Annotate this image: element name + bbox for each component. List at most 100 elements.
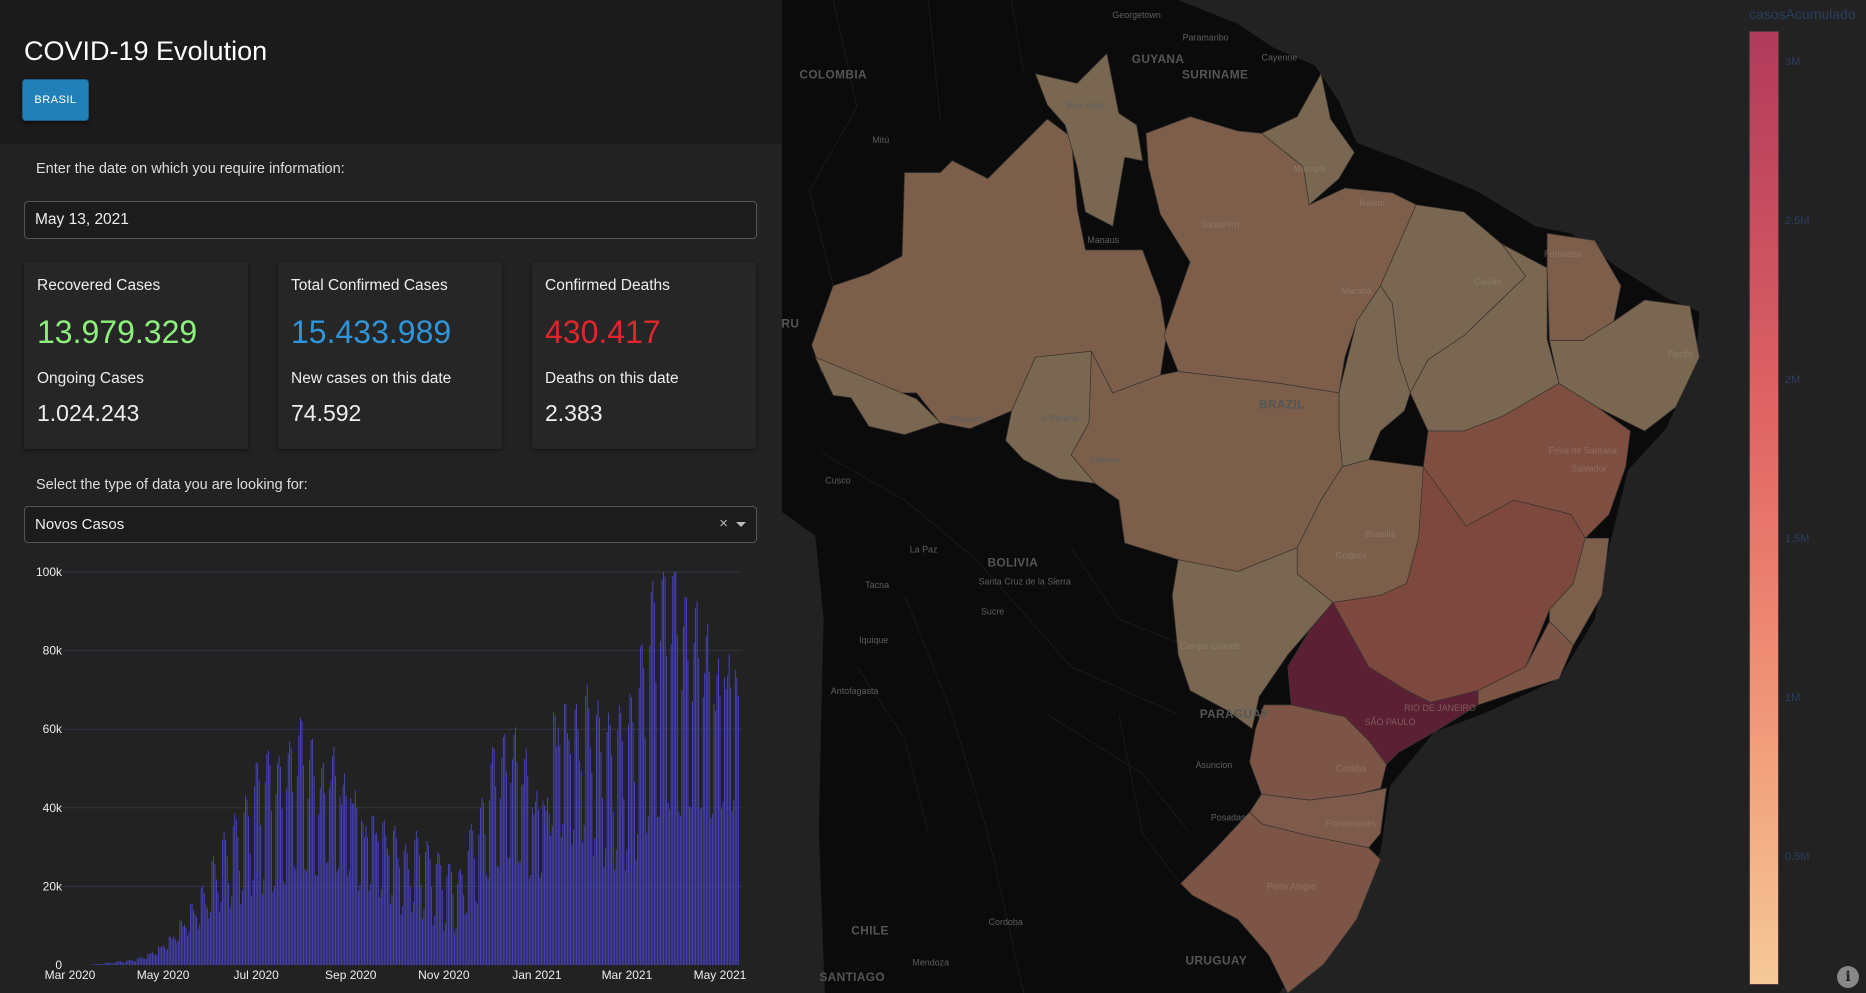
bar[interactable] <box>301 721 303 965</box>
bar[interactable] <box>679 815 681 965</box>
bar[interactable] <box>101 964 103 965</box>
bar[interactable] <box>306 870 307 965</box>
bar[interactable] <box>231 895 233 965</box>
bar[interactable] <box>599 717 600 965</box>
bar[interactable] <box>570 753 571 965</box>
bar[interactable] <box>98 963 100 965</box>
bar[interactable] <box>574 709 576 965</box>
bar[interactable] <box>493 748 495 965</box>
bar[interactable] <box>191 903 193 965</box>
bar[interactable] <box>693 642 695 965</box>
bar[interactable] <box>263 879 265 965</box>
bar[interactable] <box>666 655 668 965</box>
bar[interactable] <box>373 816 375 965</box>
bar[interactable] <box>292 791 294 965</box>
bar[interactable] <box>293 866 295 965</box>
bar[interactable] <box>309 759 311 965</box>
bar[interactable] <box>147 954 149 965</box>
bar[interactable] <box>296 776 298 965</box>
bar[interactable] <box>136 958 138 965</box>
bar[interactable] <box>727 675 729 965</box>
bar[interactable] <box>595 715 597 965</box>
bar[interactable] <box>130 959 132 965</box>
bar[interactable] <box>518 862 520 965</box>
state-rio-de-janeiro[interactable] <box>1477 620 1574 706</box>
bar[interactable] <box>193 910 195 965</box>
bar[interactable] <box>113 963 115 965</box>
bar[interactable] <box>603 867 605 965</box>
bar[interactable] <box>664 576 666 965</box>
state-rondonia[interactable] <box>1005 350 1096 484</box>
bar[interactable] <box>345 795 347 965</box>
bar[interactable] <box>284 884 286 965</box>
bar[interactable] <box>109 962 111 965</box>
bar[interactable] <box>653 603 655 965</box>
bar[interactable] <box>331 756 333 965</box>
bar[interactable] <box>264 782 266 965</box>
bar[interactable] <box>145 958 147 965</box>
bar[interactable] <box>585 695 587 965</box>
bar[interactable] <box>635 859 637 965</box>
bar[interactable] <box>396 838 397 965</box>
bar[interactable] <box>124 962 126 965</box>
bar[interactable] <box>544 805 545 965</box>
bar[interactable] <box>168 936 170 965</box>
bar[interactable] <box>431 886 433 965</box>
bar[interactable] <box>563 704 565 965</box>
bar[interactable] <box>476 903 478 965</box>
bar[interactable] <box>249 854 251 965</box>
bar[interactable] <box>615 849 617 965</box>
bar[interactable] <box>388 854 390 965</box>
bar[interactable] <box>528 878 530 965</box>
bar[interactable] <box>142 958 144 965</box>
bar[interactable] <box>212 856 214 965</box>
bar[interactable] <box>534 801 536 965</box>
bar[interactable] <box>473 858 475 965</box>
bar[interactable] <box>495 786 497 965</box>
bar[interactable] <box>446 876 448 965</box>
new-cases-bar-chart[interactable]: 0 20k 40k 60k 80k 100k Mar 2020 May 2020 Jul 202… <box>0 560 782 993</box>
bar[interactable] <box>251 896 253 965</box>
bar[interactable] <box>736 677 738 965</box>
bar[interactable] <box>298 735 300 965</box>
bar[interactable] <box>602 797 603 965</box>
bar[interactable] <box>182 926 184 965</box>
bar[interactable] <box>464 914 466 965</box>
bar[interactable] <box>260 825 262 965</box>
bar[interactable] <box>248 816 249 965</box>
bar[interactable] <box>203 893 205 965</box>
state-acre[interactable] <box>814 356 941 435</box>
bar[interactable] <box>364 837 365 965</box>
bar[interactable] <box>202 885 204 965</box>
state-roraima[interactable] <box>1034 52 1143 227</box>
bar[interactable] <box>316 875 318 965</box>
bar[interactable] <box>623 798 625 965</box>
bar[interactable] <box>405 844 407 965</box>
bar[interactable] <box>502 736 504 965</box>
bar[interactable] <box>327 861 329 965</box>
bar[interactable] <box>286 788 288 965</box>
bar[interactable] <box>211 861 213 965</box>
bar[interactable] <box>159 947 161 965</box>
bar[interactable] <box>127 960 129 965</box>
bar[interactable] <box>440 864 442 965</box>
info-icon[interactable]: i <box>1837 966 1859 988</box>
bar[interactable] <box>724 677 726 965</box>
bar[interactable] <box>205 904 207 965</box>
bar[interactable] <box>637 833 639 965</box>
bar[interactable] <box>93 964 95 965</box>
bar[interactable] <box>112 963 114 965</box>
bar[interactable] <box>200 887 202 965</box>
bar[interactable] <box>241 890 243 965</box>
bar[interactable] <box>180 920 182 965</box>
bar[interactable] <box>660 641 661 965</box>
bar[interactable] <box>655 682 657 965</box>
bar[interactable] <box>402 906 404 965</box>
bar[interactable] <box>219 911 220 965</box>
brasil-button[interactable]: BRASIL <box>22 79 89 121</box>
bar[interactable] <box>154 955 156 965</box>
bar[interactable] <box>176 942 178 965</box>
bar[interactable] <box>557 727 559 965</box>
bar[interactable] <box>714 710 716 965</box>
bar[interactable] <box>277 763 278 965</box>
